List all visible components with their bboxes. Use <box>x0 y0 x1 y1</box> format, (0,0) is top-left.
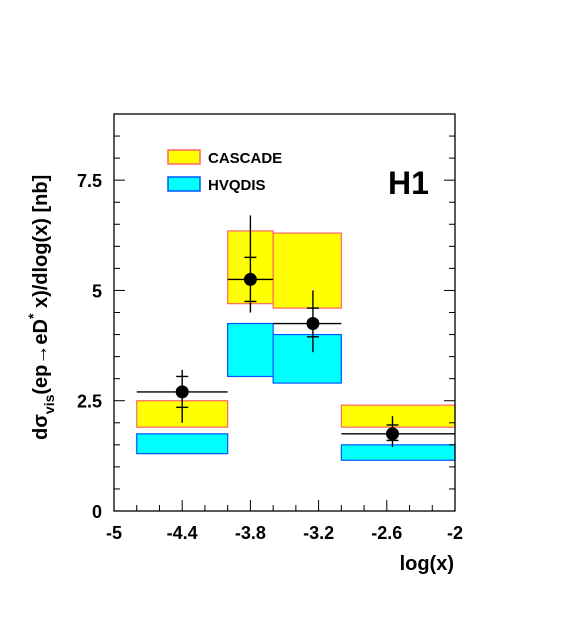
hvqdis-band-1 <box>136 433 229 455</box>
y-tick-label: 7.5 <box>77 171 102 191</box>
experiment-label: H1 <box>388 165 429 201</box>
y-tick-label: 0 <box>92 502 102 522</box>
data-marker <box>385 427 399 441</box>
data-marker <box>243 272 257 286</box>
points-layer <box>136 215 455 448</box>
cascade-band-3 <box>272 232 342 309</box>
x-tick-label: -5 <box>106 523 122 543</box>
x-axis-label: log(x) <box>400 553 454 575</box>
y-tick-label: 5 <box>92 281 102 301</box>
x-tick-label: -2 <box>447 523 463 543</box>
bands-layer <box>136 230 456 461</box>
y-label-star: * <box>25 313 41 319</box>
x-tick-label: -4.4 <box>167 523 198 543</box>
cascade-band-4 <box>340 404 456 428</box>
data-marker <box>306 317 320 331</box>
legend-cascade-label: CASCADE <box>208 150 282 167</box>
hvqdis-band-2 <box>227 322 274 378</box>
legend-cascade-swatch <box>167 149 201 165</box>
hvqdis-band-4 <box>340 444 456 461</box>
y-label-subscript: vis <box>41 394 57 414</box>
y-label-rest: x)/dlog(x) [nb] <box>30 175 52 314</box>
y-label-process: (ep→eD <box>30 319 52 395</box>
y-axis-label: dσvis(ep→eD* x)/dlog(x) [nb] <box>25 175 57 440</box>
data-point-4 <box>341 416 455 448</box>
y-label-sigma: σ <box>30 414 52 428</box>
x-tick-label: -2.6 <box>371 523 402 543</box>
ticks-layer: -5 -4.4 -3.8 -3.2 -2.6 -2 0 2.5 5 7.5 <box>77 113 463 543</box>
hvqdis-band-3 <box>272 333 342 384</box>
data-point-1 <box>136 369 228 423</box>
legend-hvqdis-label: HVQDIS <box>208 177 266 194</box>
y-tick-label: 2.5 <box>77 392 102 412</box>
x-tick-label: -3.8 <box>235 523 266 543</box>
data-marker <box>175 385 189 399</box>
y-label-prefix: d <box>30 428 52 440</box>
data-point-2 <box>227 215 274 313</box>
legend-hvqdis-swatch <box>167 176 201 192</box>
data-point-3 <box>273 290 342 353</box>
x-tick-label: -3.2 <box>303 523 334 543</box>
